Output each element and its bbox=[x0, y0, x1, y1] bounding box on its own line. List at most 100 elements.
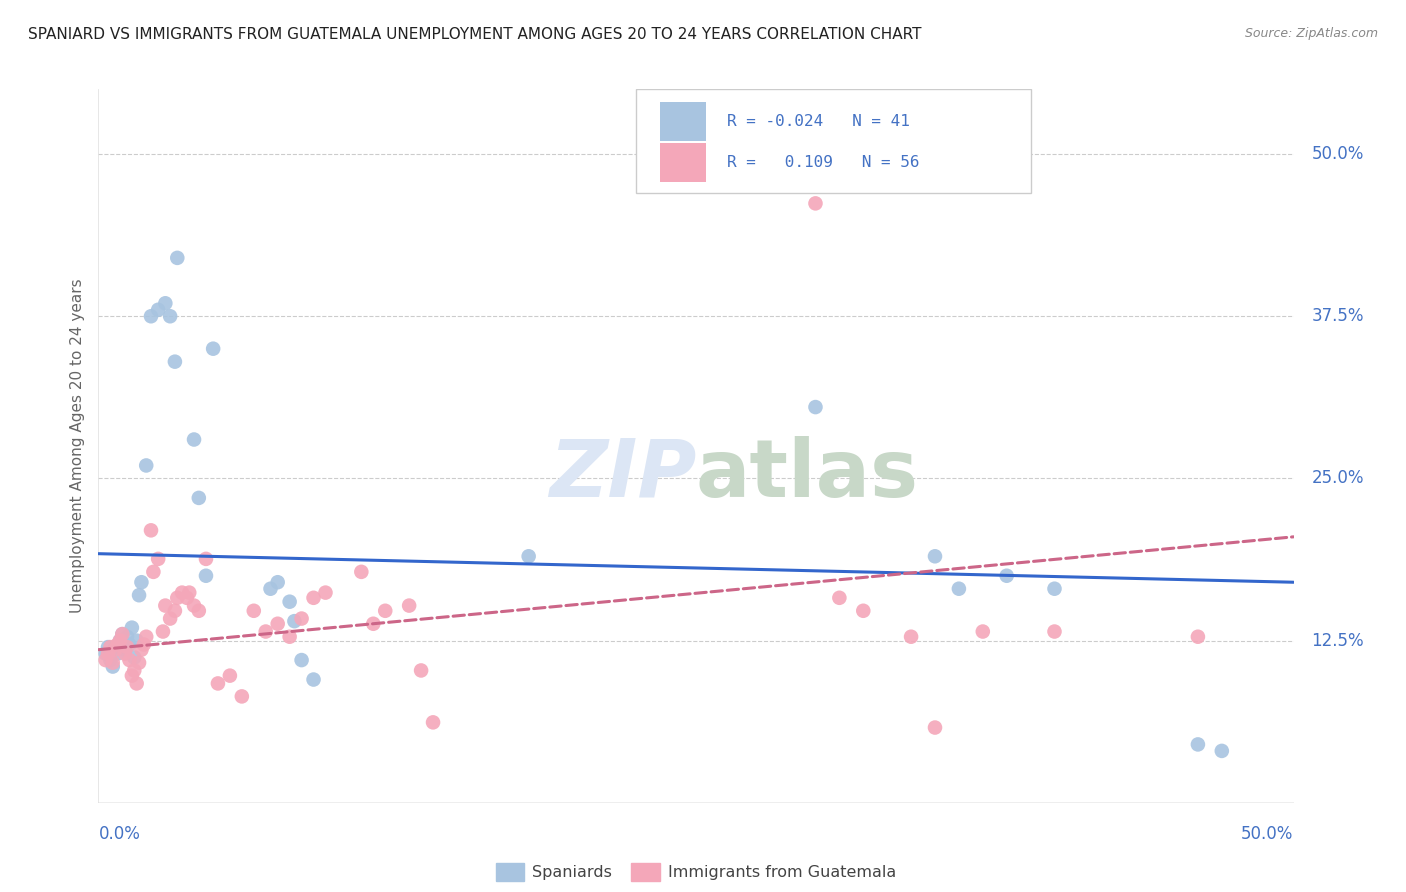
Point bbox=[111, 627, 134, 641]
Point bbox=[1211, 744, 1233, 758]
Point bbox=[94, 647, 117, 661]
Point bbox=[108, 633, 131, 648]
Point bbox=[302, 591, 325, 605]
Point bbox=[207, 676, 229, 690]
Point bbox=[948, 582, 970, 596]
Point bbox=[176, 591, 198, 605]
Point bbox=[290, 653, 312, 667]
Point bbox=[101, 659, 124, 673]
Point bbox=[97, 640, 120, 654]
Text: Source: ZipAtlas.com: Source: ZipAtlas.com bbox=[1244, 27, 1378, 40]
Text: 0.0%: 0.0% bbox=[98, 825, 141, 843]
Point bbox=[163, 604, 186, 618]
Point bbox=[108, 633, 131, 648]
Point bbox=[159, 611, 181, 625]
Point bbox=[111, 627, 134, 641]
Point bbox=[183, 599, 205, 613]
Text: R =   0.109   N = 56: R = 0.109 N = 56 bbox=[727, 155, 920, 170]
Point bbox=[283, 614, 305, 628]
Point bbox=[115, 640, 138, 654]
Text: R = -0.024   N = 41: R = -0.024 N = 41 bbox=[727, 114, 910, 128]
Point bbox=[98, 640, 122, 654]
Point bbox=[128, 588, 150, 602]
Point bbox=[231, 690, 253, 704]
Point bbox=[159, 310, 181, 324]
Point bbox=[166, 251, 188, 265]
Point bbox=[152, 624, 174, 639]
Point bbox=[118, 653, 141, 667]
Point bbox=[125, 633, 148, 648]
Point bbox=[267, 575, 290, 590]
Point bbox=[148, 552, 170, 566]
Point bbox=[194, 552, 217, 566]
Point bbox=[124, 650, 146, 665]
Y-axis label: Unemployment Among Ages 20 to 24 years: Unemployment Among Ages 20 to 24 years bbox=[70, 278, 86, 614]
Point bbox=[115, 630, 138, 644]
Text: ZIP: ZIP bbox=[548, 435, 696, 514]
Point bbox=[118, 638, 141, 652]
Point bbox=[315, 585, 337, 599]
Point bbox=[179, 585, 201, 599]
Text: 25.0%: 25.0% bbox=[1312, 469, 1364, 487]
Text: 37.5%: 37.5% bbox=[1312, 307, 1364, 326]
Point bbox=[852, 604, 875, 618]
Point bbox=[121, 621, 143, 635]
Point bbox=[278, 595, 301, 609]
Point bbox=[135, 630, 157, 644]
Point bbox=[114, 642, 136, 657]
Point bbox=[132, 638, 155, 652]
Point bbox=[172, 585, 194, 599]
Point bbox=[187, 491, 209, 505]
Point bbox=[101, 656, 124, 670]
FancyBboxPatch shape bbox=[636, 89, 1031, 193]
Point bbox=[183, 433, 205, 447]
Point bbox=[350, 565, 373, 579]
Point bbox=[422, 715, 444, 730]
Legend: Spaniards, Immigrants from Guatemala: Spaniards, Immigrants from Guatemala bbox=[489, 856, 903, 888]
Bar bbox=[661, 143, 706, 182]
Point bbox=[1043, 582, 1066, 596]
Point bbox=[374, 604, 396, 618]
Point bbox=[104, 642, 127, 657]
Point bbox=[202, 342, 225, 356]
Point bbox=[243, 604, 266, 618]
Point bbox=[267, 616, 290, 631]
Text: 50.0%: 50.0% bbox=[1312, 145, 1364, 163]
Text: 50.0%: 50.0% bbox=[1241, 825, 1294, 843]
Point bbox=[131, 642, 153, 657]
Point bbox=[128, 656, 150, 670]
Point bbox=[924, 721, 946, 735]
Point bbox=[104, 640, 127, 654]
Point bbox=[94, 653, 117, 667]
Point bbox=[187, 604, 209, 618]
Point bbox=[155, 599, 177, 613]
Point bbox=[125, 676, 148, 690]
Point bbox=[135, 458, 157, 473]
Point bbox=[124, 664, 146, 678]
Point bbox=[97, 647, 120, 661]
Point bbox=[804, 400, 827, 414]
Bar bbox=[661, 102, 706, 141]
Point bbox=[107, 638, 129, 652]
Text: 12.5%: 12.5% bbox=[1312, 632, 1364, 649]
Point bbox=[995, 568, 1018, 582]
Point bbox=[142, 565, 165, 579]
Point bbox=[98, 653, 122, 667]
Point bbox=[804, 196, 827, 211]
Point bbox=[411, 664, 433, 678]
Point bbox=[972, 624, 994, 639]
Point bbox=[398, 599, 420, 613]
Point bbox=[254, 624, 277, 639]
Point bbox=[259, 582, 281, 596]
Point bbox=[155, 296, 177, 310]
Point bbox=[828, 591, 851, 605]
Point bbox=[900, 630, 922, 644]
Point bbox=[290, 611, 312, 625]
Point bbox=[924, 549, 946, 564]
Point bbox=[194, 568, 217, 582]
Point bbox=[163, 354, 186, 368]
Point bbox=[148, 302, 170, 317]
Point bbox=[114, 647, 136, 661]
Point bbox=[1187, 738, 1209, 752]
Point bbox=[139, 524, 162, 538]
